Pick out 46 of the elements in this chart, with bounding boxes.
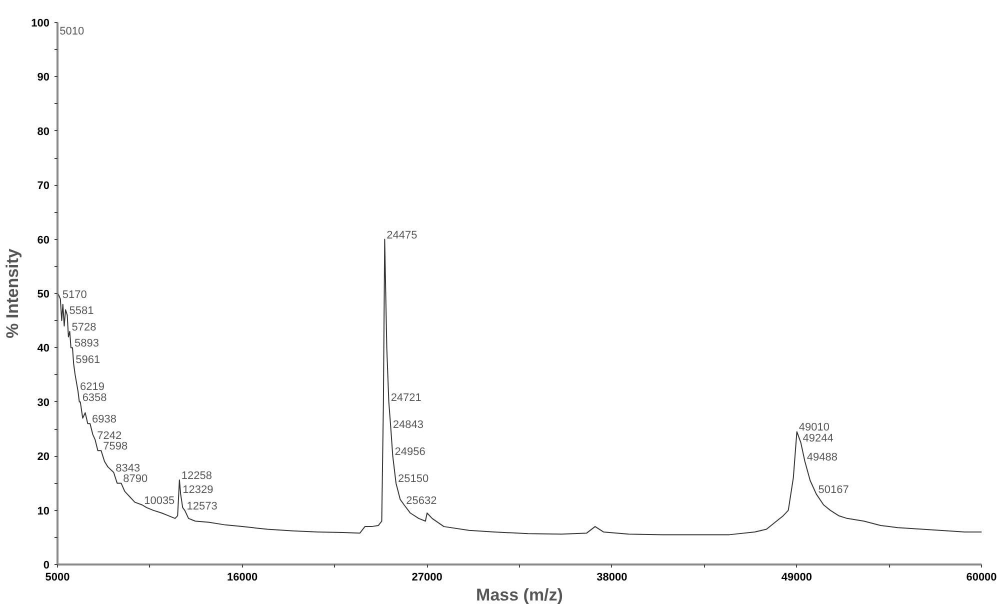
annotation: 5010 <box>60 26 84 38</box>
annotation: 49010 <box>798 422 830 434</box>
annotation: 5961 <box>76 354 100 366</box>
annotation: 25632 <box>406 494 437 507</box>
annotation: 7242 <box>97 430 122 442</box>
annotation: 49488 <box>806 452 838 464</box>
x-tick-label: 60000 <box>966 572 997 584</box>
annotation: 24956 <box>394 446 426 458</box>
y-tick-label: 100 <box>31 18 50 30</box>
annotation: 10035 <box>144 494 175 507</box>
annotation: 12258 <box>181 470 212 482</box>
annotation: 8343 <box>116 462 140 474</box>
annotation: 6938 <box>92 414 117 426</box>
y-tick-label: 80 <box>37 126 50 138</box>
annotation: 24843 <box>392 419 424 431</box>
y-tick-label: 30 <box>37 396 50 409</box>
annotation: 6219 <box>80 381 104 394</box>
annotation: 6358 <box>82 392 107 404</box>
y-tick-label: 0 <box>43 560 50 572</box>
y-tick-label: 10 <box>37 505 50 518</box>
annotation: 5728 <box>72 321 96 334</box>
annotation: 7598 <box>103 440 128 453</box>
annotation: 24475 <box>386 229 418 242</box>
x-tick-label: 16000 <box>227 572 258 584</box>
annotation: 25150 <box>398 473 429 486</box>
x-tick-label: 27000 <box>412 572 442 584</box>
y-tick-label: 40 <box>37 342 50 355</box>
annotation: 50167 <box>818 484 849 496</box>
annotation: 8790 <box>123 473 148 486</box>
annotation: 24721 <box>390 392 422 404</box>
x-tick-label: 49000 <box>781 572 812 584</box>
y-tick-label: 70 <box>37 180 50 192</box>
annotation: 5170 <box>62 288 87 301</box>
annotation: 5893 <box>74 338 99 350</box>
annotation: 12329 <box>182 484 214 496</box>
annotation: 49244 <box>802 432 834 445</box>
y-axis-title: % Intensity <box>3 248 22 338</box>
x-tick-label: 38000 <box>596 572 628 584</box>
x-axis-title: Mass (m/z) <box>476 586 563 604</box>
x-tick-label: 5000 <box>45 572 70 584</box>
y-tick-label: 60 <box>37 234 50 246</box>
annotation: 12573 <box>186 500 218 512</box>
y-tick-label: 50 <box>37 288 50 300</box>
y-tick-label: 90 <box>37 72 50 84</box>
annotation: 5581 <box>69 305 94 318</box>
y-tick-label: 20 <box>37 451 50 464</box>
